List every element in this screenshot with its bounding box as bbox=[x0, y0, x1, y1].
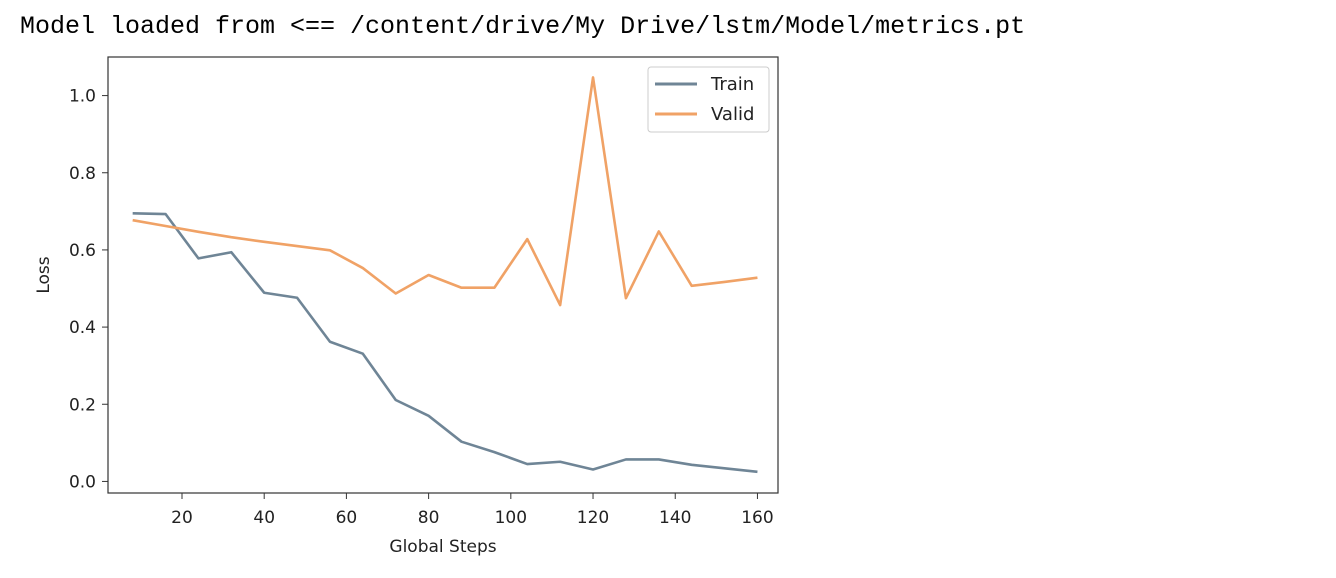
y-tick-label: 0.4 bbox=[69, 318, 96, 338]
series-line-train bbox=[132, 211, 758, 474]
y-tick-label: 0.2 bbox=[69, 395, 96, 415]
y-tick-label: 0.0 bbox=[69, 472, 96, 492]
x-tick-label: 80 bbox=[418, 508, 440, 528]
legend-train-label: Train bbox=[710, 74, 754, 95]
legend: Train Valid bbox=[647, 66, 770, 133]
y-tick-label: 0.6 bbox=[69, 241, 96, 261]
plot-area-frame bbox=[107, 56, 779, 494]
legend-valid-label: Valid bbox=[711, 104, 754, 125]
x-tick-label: 100 bbox=[495, 508, 527, 528]
y-axis-label: Loss bbox=[34, 256, 54, 293]
y-axis: 0.0 0.2 0.4 0.6 0.8 1.0 bbox=[69, 87, 108, 492]
x-tick-label: 20 bbox=[171, 508, 193, 528]
series-lines bbox=[132, 76, 758, 474]
x-tick-label: 120 bbox=[577, 508, 609, 528]
x-tick-label: 60 bbox=[336, 508, 358, 528]
x-tick-label: 160 bbox=[741, 508, 773, 528]
x-tick-label: 40 bbox=[253, 508, 275, 528]
series-line-valid bbox=[132, 76, 758, 307]
x-axis: 20 40 60 80 100 120 140 160 bbox=[171, 493, 774, 528]
x-axis-label: Global Steps bbox=[389, 537, 496, 557]
y-tick-label: 1.0 bbox=[69, 87, 96, 107]
y-tick-label: 0.8 bbox=[69, 164, 96, 184]
x-tick-label: 140 bbox=[659, 508, 691, 528]
console-output-line: Model loaded from <== /content/drive/My … bbox=[20, 12, 1026, 41]
